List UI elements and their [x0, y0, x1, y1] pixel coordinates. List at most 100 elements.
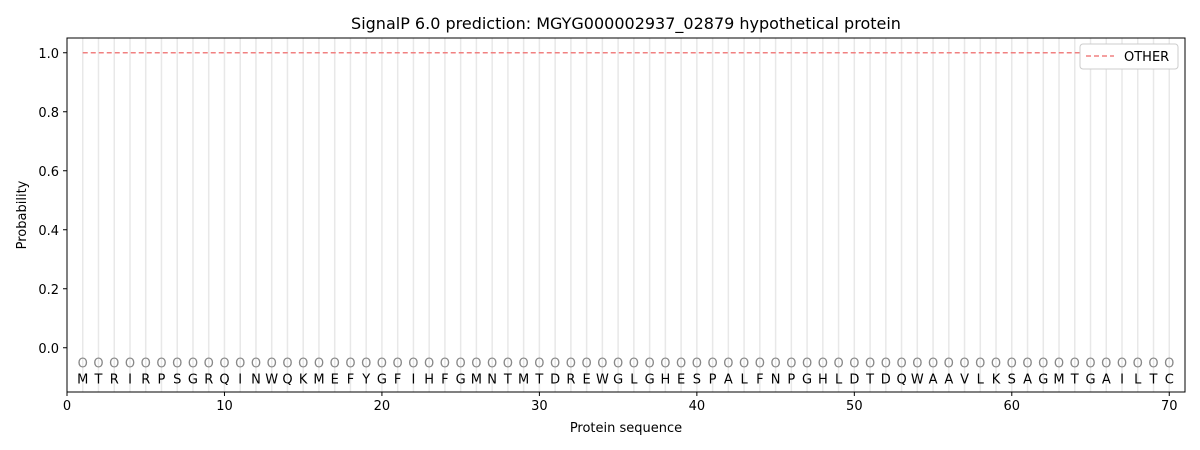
residue-label: A	[724, 372, 733, 387]
legend: OTHER	[1079, 43, 1179, 70]
region-marker: O	[896, 357, 906, 372]
residue-label: P	[158, 372, 166, 387]
residue-label: Q	[219, 372, 229, 387]
residue-layer: OMOTOROIOROPOSOGOROQOIONOWOQOKOMOEOFOYOG…	[77, 357, 1174, 388]
region-marker: O	[849, 357, 859, 372]
region-marker: O	[1101, 357, 1111, 372]
region-marker: O	[109, 357, 119, 372]
residue-label: G	[1085, 372, 1095, 387]
region-marker: O	[141, 357, 151, 372]
y-tick-label: 0.8	[38, 106, 59, 121]
residue-label: T	[503, 372, 512, 387]
region-marker: O	[188, 357, 198, 372]
x-tick-label: 0	[63, 399, 71, 414]
region-marker: O	[330, 357, 340, 372]
region-marker: O	[267, 357, 277, 372]
region-marker: O	[219, 357, 229, 372]
residue-label: M	[313, 372, 324, 387]
residue-label: T	[1070, 372, 1079, 387]
region-marker: O	[1148, 357, 1158, 372]
residue-label: E	[677, 372, 685, 387]
residue-label: C	[1165, 372, 1174, 387]
region-marker: O	[345, 357, 355, 372]
y-tick-label: 0.2	[38, 283, 59, 298]
residue-label: R	[110, 372, 119, 387]
region-marker: O	[377, 357, 387, 372]
region-marker: O	[1054, 357, 1064, 372]
residue-label: V	[960, 372, 969, 387]
residue-label: T	[865, 372, 874, 387]
region-marker: O	[881, 357, 891, 372]
region-marker: O	[676, 357, 686, 372]
residue-label: S	[173, 372, 181, 387]
residue-label: M	[471, 372, 482, 387]
residue-label: N	[251, 372, 261, 387]
region-marker: O	[125, 357, 135, 372]
region-marker: O	[282, 357, 292, 372]
region-marker: O	[1164, 357, 1174, 372]
residue-label: I	[238, 372, 242, 387]
region-marker: O	[566, 357, 576, 372]
residue-label: R	[141, 372, 150, 387]
residue-label: T	[94, 372, 103, 387]
legend-label-other: OTHER	[1124, 50, 1169, 65]
x-tick-label: 70	[1161, 399, 1178, 414]
legend-box	[1079, 43, 1179, 70]
region-marker: O	[172, 357, 182, 372]
x-tick-label: 20	[374, 399, 391, 414]
residue-label: L	[835, 372, 843, 387]
region-marker: O	[629, 357, 639, 372]
residue-label: G	[645, 372, 655, 387]
residue-label: F	[394, 372, 401, 387]
x-tick-label: 60	[1004, 399, 1021, 414]
y-tick-label: 0.0	[38, 342, 59, 357]
residue-label: D	[550, 372, 560, 387]
residue-label: Y	[361, 372, 370, 387]
residue-label: P	[709, 372, 717, 387]
residue-label: M	[77, 372, 88, 387]
residue-label: G	[613, 372, 623, 387]
region-marker: O	[739, 357, 749, 372]
region-marker: O	[1117, 357, 1127, 372]
residue-label: G	[456, 372, 466, 387]
residue-label: S	[693, 372, 701, 387]
region-marker: O	[456, 357, 466, 372]
region-marker: O	[550, 357, 560, 372]
residue-label: T	[534, 372, 543, 387]
residue-label: H	[818, 372, 828, 387]
residue-label: T	[1149, 372, 1158, 387]
region-marker: O	[361, 357, 371, 372]
region-marker: O	[991, 357, 1001, 372]
residue-label: L	[1134, 372, 1142, 387]
residue-label: G	[1038, 372, 1048, 387]
residue-label: K	[992, 372, 1001, 387]
residue-label: L	[630, 372, 638, 387]
region-marker: O	[408, 357, 418, 372]
region-marker: O	[723, 357, 733, 372]
x-tick-label: 50	[846, 399, 863, 414]
region-marker: O	[534, 357, 544, 372]
residue-label: Q	[896, 372, 906, 387]
region-marker: O	[519, 357, 529, 372]
residue-label: H	[424, 372, 434, 387]
region-marker: O	[975, 357, 985, 372]
residue-label: R	[566, 372, 575, 387]
region-marker: O	[314, 357, 324, 372]
residue-label: F	[756, 372, 763, 387]
y-axis-label: Probability	[15, 180, 30, 249]
residue-label: G	[377, 372, 387, 387]
region-marker: O	[833, 357, 843, 372]
residue-label: W	[265, 372, 278, 387]
region-marker: O	[613, 357, 623, 372]
region-marker: O	[487, 357, 497, 372]
region-marker: O	[1070, 357, 1080, 372]
residue-label: D	[849, 372, 859, 387]
y-tick-label: 1.0	[38, 47, 59, 62]
residue-label: L	[977, 372, 985, 387]
region-marker: O	[770, 357, 780, 372]
region-marker: O	[865, 357, 875, 372]
x-tick-label: 30	[531, 399, 548, 414]
residue-label: W	[911, 372, 924, 387]
region-marker: O	[802, 357, 812, 372]
region-marker: O	[928, 357, 938, 372]
